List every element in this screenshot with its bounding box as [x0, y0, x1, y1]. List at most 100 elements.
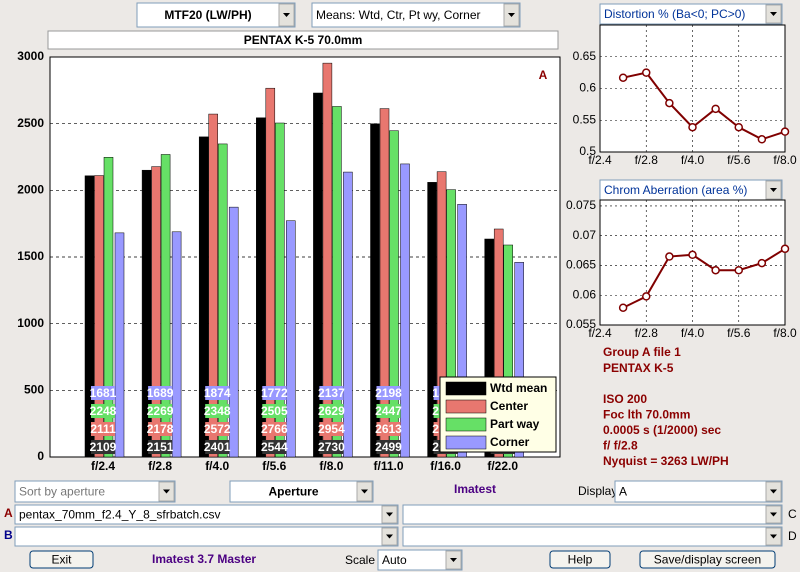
y-tick-label: 0.075	[566, 198, 596, 212]
bar	[484, 238, 494, 458]
value-label: 2447	[375, 404, 402, 418]
info-text: Foc lth 70.0mm	[603, 408, 690, 422]
bar	[446, 189, 456, 458]
x-tick-label: f/5.6	[727, 326, 751, 340]
x-tick-label: f/5.6	[727, 153, 751, 167]
value-label: 2151	[147, 440, 174, 454]
value-label-box	[376, 422, 401, 436]
info-text: 0.0005 s (1/2000) sec	[603, 423, 721, 437]
dropdown-text: Distortion % (Ba<0; PC>0)	[604, 7, 745, 21]
x-tick-label: f/2.4	[91, 459, 115, 473]
value-label-box	[148, 404, 173, 418]
point	[780, 127, 790, 136]
point	[665, 98, 674, 108]
button-label: Exit	[51, 553, 72, 567]
value-label-box	[205, 404, 230, 418]
dropdown-arrow	[508, 13, 515, 17]
bar	[400, 163, 410, 458]
point	[618, 303, 628, 312]
dropdown-text: Aperture	[268, 485, 318, 499]
info-text: ISO 200	[603, 392, 647, 406]
dropdown-arrow	[770, 512, 777, 517]
y-tick-label: 0.07	[573, 228, 597, 242]
value-label-box	[262, 422, 287, 436]
bar	[436, 171, 447, 458]
value-label: 2613	[375, 422, 402, 436]
dropdown-text: MTF20 (LW/PH)	[164, 8, 251, 22]
value-label-box	[148, 440, 173, 454]
x-tick-label: f/2.4	[588, 153, 612, 167]
value-label-box	[91, 440, 115, 454]
value-label: 2954	[318, 422, 345, 436]
point	[757, 258, 767, 268]
point	[688, 122, 697, 132]
bar	[514, 262, 524, 458]
dropdown-arrow	[283, 13, 290, 17]
dropdown[interactable]	[311, 2, 521, 28]
dropdown[interactable]	[14, 526, 399, 547]
dropdown[interactable]	[402, 526, 783, 547]
x-tick-label: f/2.8	[148, 459, 172, 473]
dropdown-arrow	[386, 512, 393, 517]
dropdown-arrow	[450, 558, 457, 562]
y-tick-label: 2500	[17, 116, 44, 130]
x-tick-label: f/11.0	[373, 459, 403, 473]
bar	[389, 130, 399, 458]
point	[780, 244, 790, 254]
value-label: 2348	[204, 404, 231, 418]
dropdown[interactable]	[377, 549, 463, 571]
point	[711, 265, 720, 275]
value-label: 2544	[261, 440, 288, 454]
x-tick-label: f/4.0	[681, 326, 705, 340]
brand-label: Imatest	[454, 482, 496, 496]
dropdown[interactable]	[14, 480, 176, 503]
bar	[217, 143, 228, 458]
button[interactable]	[639, 550, 776, 569]
bar	[286, 220, 296, 458]
value-label-box	[205, 386, 230, 400]
dropdown[interactable]	[229, 480, 374, 503]
button[interactable]	[29, 550, 94, 569]
dropdown-arrow	[770, 489, 777, 494]
legend-swatch	[445, 417, 487, 432]
x-tick-label: f/2.8	[635, 326, 659, 340]
chart-title-box	[47, 30, 559, 50]
button-label: Save/display screen	[654, 553, 761, 567]
value-label: 2109	[90, 440, 117, 454]
value-label: 2629	[318, 404, 345, 418]
dropdown-arrow	[361, 489, 368, 494]
bar	[343, 171, 353, 458]
bar	[103, 157, 114, 458]
dropdown[interactable]	[614, 480, 783, 503]
legend-label: Corner	[490, 435, 530, 449]
bar	[322, 62, 333, 458]
dropdown-arrow	[770, 534, 777, 539]
bar	[313, 92, 323, 458]
value-label-box	[319, 386, 344, 400]
value-label: 2572	[204, 422, 231, 436]
value-label: 2178	[147, 422, 174, 436]
button[interactable]	[549, 550, 611, 569]
row-label: B	[4, 528, 13, 542]
dropdown[interactable]	[402, 504, 783, 525]
plot-area	[599, 24, 786, 153]
annotation: A	[539, 68, 548, 82]
value-label-box	[262, 404, 287, 418]
dropdown-arrow	[770, 12, 777, 16]
value-label-box	[376, 386, 401, 400]
dropdown[interactable]	[599, 3, 783, 25]
y-tick-label: 1500	[17, 249, 44, 263]
bar	[114, 232, 125, 458]
point	[734, 122, 743, 132]
x-tick-label: f/2.4	[588, 326, 612, 340]
dropdown-arrow	[386, 534, 393, 539]
value-label-box	[91, 422, 115, 436]
version-label: Imatest 3.7 Master	[152, 552, 256, 566]
legend-label: Wtd mean	[490, 381, 547, 395]
bar	[427, 182, 437, 458]
dropdown[interactable]	[136, 2, 296, 28]
scale-label: Scale	[345, 553, 375, 567]
dropdown[interactable]	[14, 504, 399, 525]
y-tick-label: 0.06	[573, 287, 597, 301]
